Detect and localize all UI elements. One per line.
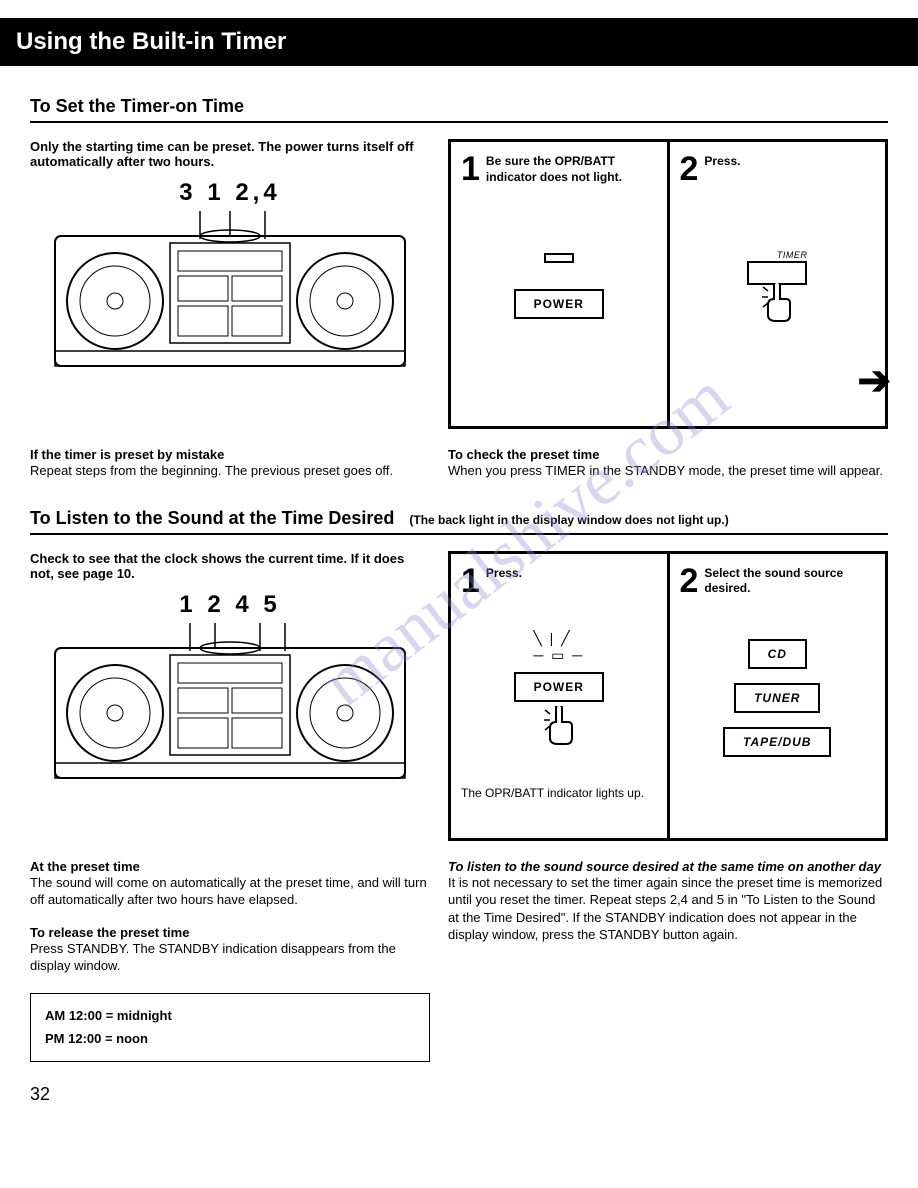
step-b-2: 2 Select the sound source desired. CD TU… [670,554,886,838]
step-number: 2 [680,564,699,598]
section-a-heading: To Set the Timer-on Time [30,96,888,123]
timer-button [747,261,807,285]
step-b-1-caption: The OPR/BATT indicator lights up. [461,786,657,800]
device-callouts-a: 3 1 2,4 [30,179,430,207]
preset-heading: At the preset time [30,859,430,874]
step-number: 2 [680,152,699,186]
power-button-label-b: POWER [514,672,604,702]
finger-icon [540,706,578,746]
step-number: 1 [461,564,480,598]
mistake-text: Repeat steps from the beginning. The pre… [30,462,430,480]
again-text: It is not necessary to set the timer aga… [448,874,888,944]
step-b-1-label: Press. [486,566,522,582]
steps-frame-b: 1 Press. ╲ | ╱─ ▭ ─ POWER The OPR/BATT i… [448,551,888,841]
boombox-illustration-a [50,211,410,381]
am-definition: AM 12:00 = midnight [45,1008,172,1023]
mistake-heading: If the timer is preset by mistake [30,447,430,462]
timer-label: TIMER [747,250,807,260]
release-text: Press STANDBY. The STANDBY indication di… [30,940,430,975]
section-b-heading: To Listen to the Sound at the Time Desir… [30,508,888,535]
step-b-2-label: Select the sound source desired. [704,566,875,597]
step-a-1-label: Be sure the OPR/BATT indicator does not … [486,154,657,185]
check-text: When you press TIMER in the STANDBY mode… [448,462,888,480]
pm-definition: PM 12:00 = noon [45,1031,148,1046]
device-callouts-b: 1 2 4 5 [30,591,430,619]
indicator-rect [544,253,574,263]
step-a-2-label: Press. [704,154,740,170]
arrow-right-icon: ➔ [857,358,891,404]
finger-icon [758,283,796,323]
tape-button: TAPE/DUB [723,727,831,757]
steps-frame-a: 1 Be sure the OPR/BATT indicator does no… [448,139,888,429]
section-b-intro: Check to see that the clock shows the cu… [30,551,430,581]
time-definitions-box: AM 12:00 = midnight PM 12:00 = noon [30,993,430,1062]
section-a-intro: Only the starting time can be preset. Th… [30,139,430,169]
power-button-label: POWER [514,289,604,319]
release-heading: To release the preset time [30,925,430,940]
sparkle-icon: ╲ | ╱─ ▭ ─ [533,630,584,664]
step-a-1: 1 Be sure the OPR/BATT indicator does no… [451,142,670,426]
preset-text: The sound will come on automatically at … [30,874,430,909]
page-number: 32 [30,1084,888,1105]
step-number: 1 [461,152,480,186]
page-title-bar: Using the Built-in Timer [0,18,918,66]
tuner-button: TUNER [734,683,820,713]
section-b-heading-text: To Listen to the Sound at the Time Desir… [30,508,394,528]
cd-button: CD [748,639,807,669]
step-b-1: 1 Press. ╲ | ╱─ ▭ ─ POWER The OPR/BATT i… [451,554,670,838]
check-heading: To check the preset time [448,447,888,462]
again-heading: To listen to the sound source desired at… [448,859,888,874]
step-a-2: 2 Press. TIMER ➔ [670,142,886,426]
section-b-note: (The back light in the display window do… [409,513,728,527]
boombox-illustration-b [50,623,410,793]
